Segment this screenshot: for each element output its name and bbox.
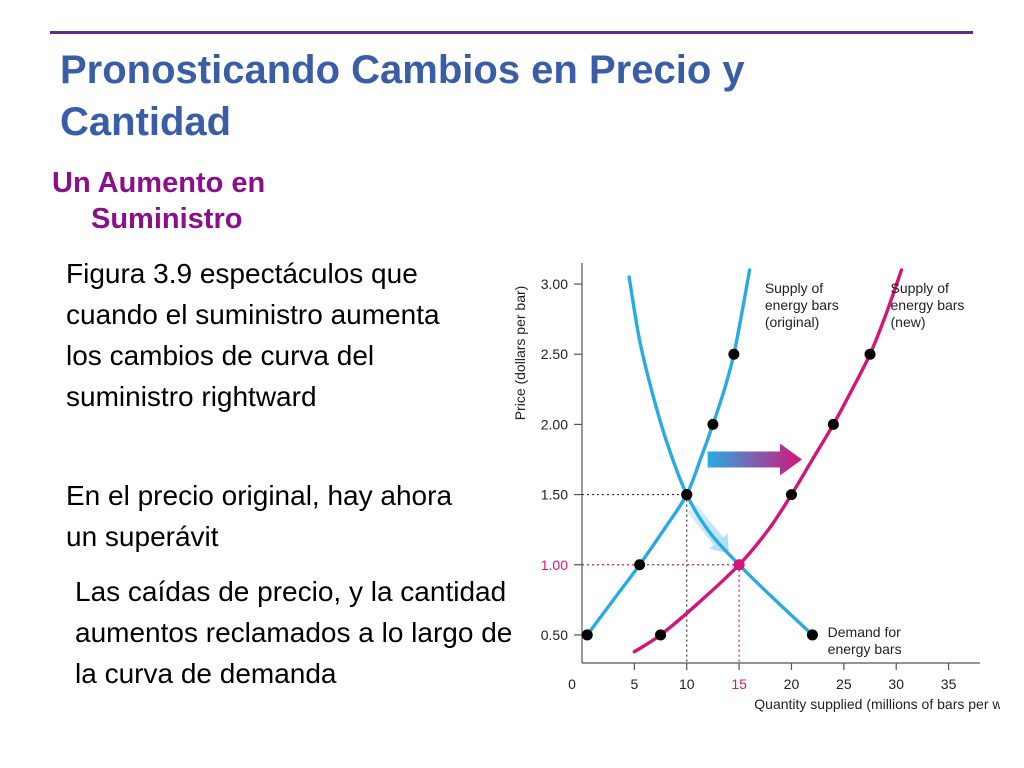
y-tick-label: 1.50 bbox=[541, 487, 568, 503]
title-line-2: Cantidad bbox=[60, 100, 232, 144]
label-line: (new) bbox=[891, 314, 926, 330]
demand-point bbox=[806, 629, 818, 641]
supply-new-point bbox=[785, 489, 797, 501]
supply-original-point bbox=[581, 629, 593, 641]
x-tick-label: 20 bbox=[784, 676, 800, 692]
y-tick-label: 2.50 bbox=[541, 346, 568, 362]
slide-title: Pronosticando Cambios en Precio y Cantid… bbox=[60, 44, 940, 148]
y-tick-label: 1.00 bbox=[541, 557, 568, 573]
subheading-line-1: Un Aumento en bbox=[52, 167, 266, 199]
y-axis-label: Price (dollars per bar) bbox=[512, 286, 528, 421]
x-tick-label: 30 bbox=[888, 676, 904, 692]
y-tick-label: 2.00 bbox=[541, 416, 568, 432]
y-tick-label: 0.50 bbox=[541, 627, 568, 643]
label-line: Supply of bbox=[765, 280, 823, 296]
supply-original-curve bbox=[585, 268, 752, 637]
title-line-1: Pronosticando Cambios en Precio y bbox=[60, 48, 745, 92]
subheading: Un Aumento en Suministro bbox=[52, 165, 382, 237]
supply-demand-chart: 0.50 1.00 1.50 2.00 2.50 3.00 0 5 10 15 20 25 30 35 Qu… bbox=[500, 255, 1000, 715]
x-tick-label: 5 bbox=[630, 676, 638, 692]
x-tick-label: 15 bbox=[731, 676, 747, 692]
label-line: energy bars bbox=[891, 297, 965, 313]
paragraph-surplus: En el precio original, hay ahora un supe… bbox=[66, 480, 453, 552]
supply-original-point bbox=[634, 559, 646, 571]
label-line: energy bars bbox=[828, 641, 902, 657]
supply-original-label: Supply of energy bars (original) bbox=[765, 280, 839, 330]
demand-label: Demand for energy bars bbox=[828, 624, 902, 657]
x-tick-label: 35 bbox=[941, 676, 957, 692]
supply-original-point bbox=[728, 348, 740, 360]
subheading-line-2: Suministro bbox=[91, 203, 243, 235]
supply-new-label: Supply of energy bars (new) bbox=[891, 280, 965, 330]
label-line: Demand for bbox=[828, 624, 901, 640]
label-line: (original) bbox=[765, 314, 819, 330]
supply-shift-arrow bbox=[707, 443, 802, 476]
x-tick-label: 0 bbox=[568, 676, 576, 692]
paragraph-price-falls: Las caídas de precio, y la cantidad aume… bbox=[75, 576, 513, 689]
label-line: Supply of bbox=[891, 280, 949, 296]
supply-new-point bbox=[827, 418, 839, 430]
y-tick-label: 3.00 bbox=[541, 276, 568, 292]
supply-original-point bbox=[707, 418, 719, 430]
demand-point bbox=[733, 559, 745, 571]
title-rule bbox=[50, 31, 973, 34]
demand-point bbox=[681, 489, 693, 501]
supply-new-point bbox=[655, 629, 667, 641]
chart-svg: 0.50 1.00 1.50 2.00 2.50 3.00 0 5 10 15 20 25 30 35 Qu… bbox=[512, 263, 1000, 712]
x-tick-label: 25 bbox=[836, 676, 852, 692]
x-axis-label: Quantity supplied (millions of bars per … bbox=[754, 696, 1000, 712]
supply-new-point bbox=[864, 348, 876, 360]
label-line: energy bars bbox=[765, 297, 839, 313]
x-tick-label: 10 bbox=[679, 676, 695, 692]
paragraph-figure-description: Figura 3.9 espectáculos que cuando el su… bbox=[66, 258, 440, 412]
